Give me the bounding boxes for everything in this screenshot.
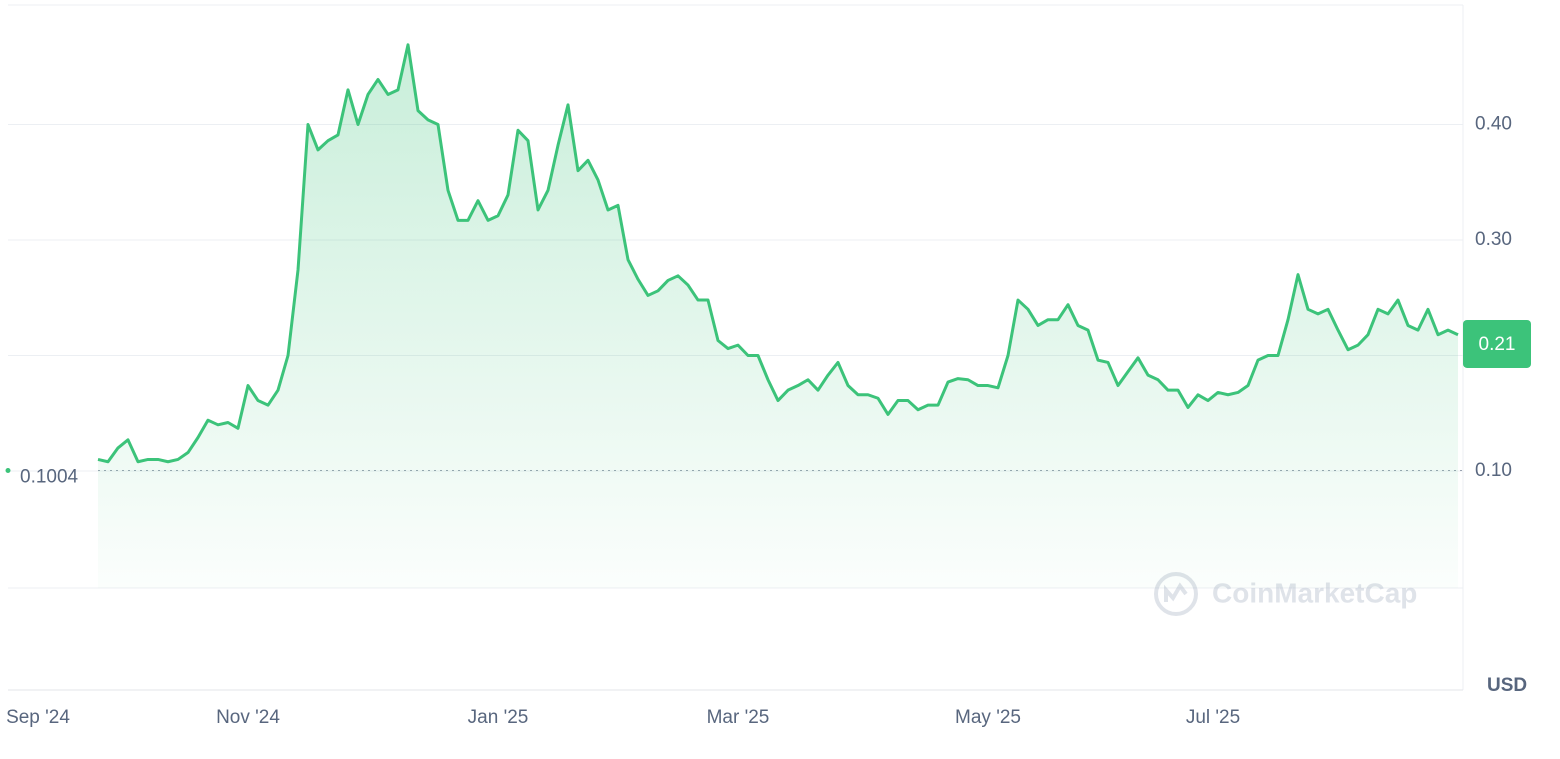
- start-point: [5, 468, 11, 474]
- current-price-badge: [1463, 319, 1531, 368]
- start-price-label: 0.1004: [20, 467, 79, 488]
- x-tick-label: Jan '25: [468, 707, 529, 728]
- current-price-label: 0.21: [1479, 334, 1516, 355]
- x-tick-label: May '25: [955, 707, 1021, 728]
- x-tick-label: Mar '25: [707, 707, 770, 728]
- y-tick-label: 0.30: [1475, 229, 1512, 250]
- currency-label: USD: [1487, 675, 1527, 696]
- x-tick-label: Sep '24: [6, 707, 70, 728]
- x-tick-label: Nov '24: [216, 707, 280, 728]
- y-tick-label: 0.10: [1475, 460, 1512, 481]
- y-tick-label: 0.40: [1475, 114, 1512, 135]
- price-area: [98, 44, 1458, 589]
- watermark-logo-mark: [1164, 582, 1188, 602]
- x-tick-label: Jul '25: [1186, 707, 1240, 728]
- price-line: [97, 43, 1459, 464]
